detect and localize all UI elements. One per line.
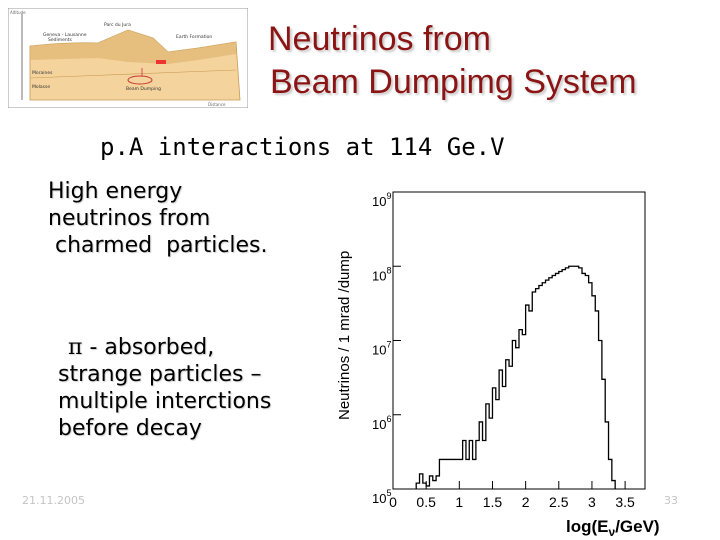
x-tick-label-0: 0 — [389, 494, 397, 510]
pi-symbol: π — [68, 335, 83, 360]
y-axis-ticks: 105 106 107 108 109 — [372, 191, 401, 506]
geology-thumbnail: Altitude Distance Moraines Molasse Beam … — [8, 8, 248, 108]
thumb-altitude-label: Altitude — [10, 10, 26, 15]
footer-page-number: 33 — [664, 494, 678, 507]
y-tick-label-4: 109 — [372, 191, 391, 209]
thumb-geneva-label: Geneva - Lausanne — [43, 32, 87, 38]
x-tick-label-4: 2 — [522, 494, 530, 510]
thumb-moraines-label: Moraines — [32, 70, 53, 76]
x-tick-label-1: 0.5 — [416, 494, 436, 510]
thumb-beam-dumping-label: Beam Dumping — [126, 86, 161, 92]
x-axis-label-pre: log(E — [566, 517, 609, 536]
thumb-distance-label: Distance — [208, 102, 226, 107]
x-tick-label-2: 1 — [455, 494, 463, 510]
block2-line-4: before decay — [58, 416, 202, 441]
text-block-charmed: High energy neutrinos from charmed parti… — [48, 178, 268, 259]
x-axis-label-sub: ν — [609, 525, 616, 539]
thumb-earth-label: Earth Formation — [176, 34, 212, 40]
x-axis-ticks: 0 0.5 1 1.5 2 2.5 3 3.5 — [389, 481, 635, 510]
x-axis-label: log(Eν/GeV) — [566, 517, 660, 539]
slide-title: Neutrinos from Beam Dumpimg System — [268, 18, 708, 104]
block1-line-3: charmed particles. — [48, 233, 268, 258]
geo-upper-layer — [30, 30, 236, 64]
histogram-line — [415, 265, 616, 489]
thumb-molasse-label: Molasse — [32, 84, 50, 90]
x-tick-label-7: 3.5 — [615, 494, 635, 510]
slide-subtitle: p.A interactions at 114 Ge.V — [100, 133, 505, 161]
block1-line-1: High energy — [48, 179, 183, 204]
block2-absorbed-text: - absorbed, — [82, 335, 215, 360]
x-axis-label-post: /GeV) — [615, 517, 659, 536]
block1-line-2: neutrinos from — [48, 206, 211, 231]
x-tick-label-5: 2.5 — [549, 494, 569, 510]
y-tick-label-2: 107 — [372, 340, 391, 358]
y-tick-label-3: 108 — [372, 265, 391, 283]
y-tick-label-0: 105 — [372, 488, 391, 506]
y-axis-label: Neutrinos / 1 mrad /dump — [336, 251, 353, 420]
thumb-jura-label: Parc du Jura — [104, 22, 131, 28]
block2-line-1: π - absorbed, — [58, 334, 271, 361]
neutrino-energy-histogram: Neutrinos / 1 mrad /dump 105 106 107 108 109… — [336, 191, 660, 539]
title-line-2: Beam Dumpimg System — [270, 63, 637, 101]
thumb-sediments-label: Sediments — [48, 37, 73, 43]
block2-line-3: multiple interctions — [58, 389, 272, 414]
footer-date: 21.11.2005 — [22, 494, 85, 507]
x-tick-label-6: 3 — [588, 494, 596, 510]
title-line-1: Neutrinos from — [268, 20, 491, 58]
x-tick-label-3: 1.5 — [483, 494, 503, 510]
y-tick-label-1: 106 — [372, 414, 391, 432]
text-block-absorbed: π - absorbed, strange particles – multip… — [58, 334, 271, 442]
block2-line-2: strange particles – — [58, 362, 262, 387]
